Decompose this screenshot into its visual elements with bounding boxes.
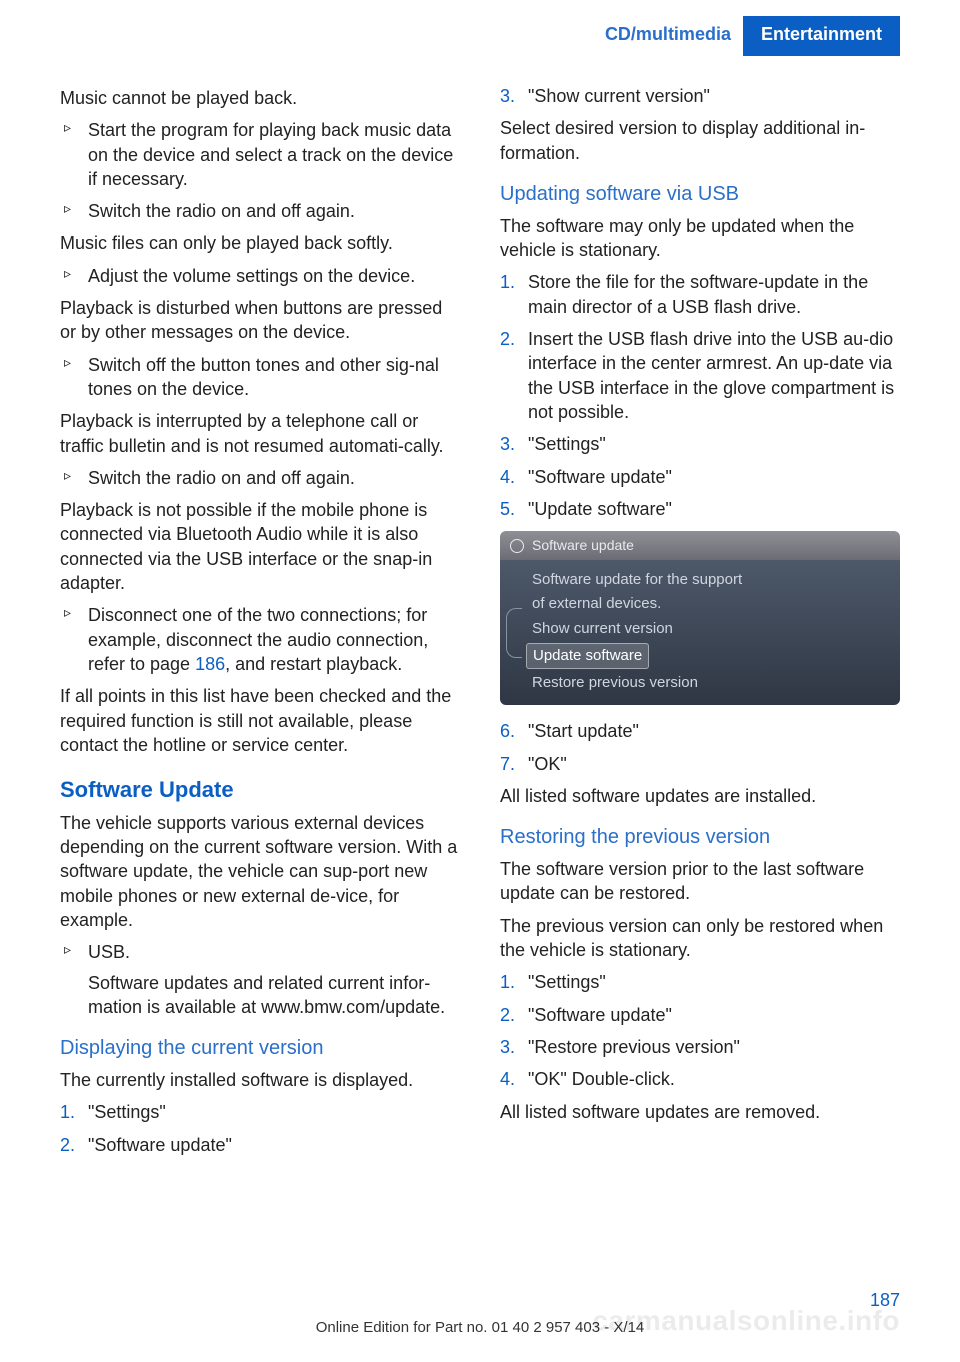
numbered-list: "Settings" "Software update" "Restore pr…	[500, 970, 900, 1091]
body-text: Music cannot be played back.	[60, 86, 460, 110]
list-item: Switch the radio on and off again.	[60, 466, 460, 490]
list-item: Adjust the volume settings on the device…	[60, 264, 460, 288]
scroll-indicator-icon	[506, 608, 522, 658]
body-text: The software may only be updated when th…	[500, 214, 900, 263]
heading-display-version: Displaying the current version	[60, 1035, 460, 1062]
screenshot-option: Show current version	[532, 617, 890, 641]
list-item: "OK" Double-click.	[500, 1067, 900, 1091]
list-item: Start the program for playing back music…	[60, 118, 460, 191]
numbered-list: "Settings" "Software update"	[60, 1100, 460, 1157]
list-item: "Software update"	[500, 1003, 900, 1027]
bullet-list: USB. Software updates and related curren…	[60, 940, 460, 1019]
numbered-list: "Show current version"	[500, 84, 900, 108]
list-item: Switch the radio on and off again.	[60, 199, 460, 223]
screenshot-text: Software update for the support	[532, 568, 890, 592]
body-text: The currently installed software is disp…	[60, 1068, 460, 1092]
bullet-list: Start the program for playing back music…	[60, 118, 460, 223]
list-item: "Restore previous version"	[500, 1035, 900, 1059]
list-item: "Software update"	[60, 1133, 460, 1157]
body-text: Music files can only be played back soft…	[60, 231, 460, 255]
page-number: 187	[870, 1288, 900, 1312]
list-item: USB. Software updates and related curren…	[60, 940, 460, 1019]
body-text: Playback is disturbed when buttons are p…	[60, 296, 460, 345]
list-item: "Settings"	[500, 970, 900, 994]
numbered-list: Store the file for the software-update i…	[500, 270, 900, 521]
screenshot-title: Software update	[532, 536, 634, 555]
page-ref-link[interactable]: 186	[195, 654, 225, 674]
list-item: Switch off the button tones and other si…	[60, 353, 460, 402]
breadcrumb: CD/multimedia	[593, 16, 743, 56]
screenshot-option: Restore previous version	[532, 671, 890, 695]
right-column: "Show current version" Select desired ve…	[500, 80, 900, 1165]
content-columns: Music cannot be played back. Start the p…	[0, 56, 960, 1165]
screenshot-option-selected: Update software	[532, 641, 890, 671]
bullet-list: Disconnect one of the two connections; f…	[60, 603, 460, 676]
list-item: "Settings"	[60, 1100, 460, 1124]
heading-update-usb: Updating software via USB	[500, 181, 900, 208]
numbered-list: "Start update" "OK"	[500, 719, 900, 776]
body-text: Select desired version to display additi…	[500, 116, 900, 165]
body-text: If all points in this list have been che…	[60, 684, 460, 757]
list-item: Insert the USB flash drive into the USB …	[500, 327, 900, 424]
list-item: "Settings"	[500, 432, 900, 456]
screenshot-text: of external devices.	[532, 592, 890, 616]
idrive-screenshot: Software update Software update for the …	[500, 531, 900, 705]
list-item-text: Software updates and related current inf…	[88, 971, 460, 1020]
body-text: All listed software updates are installe…	[500, 784, 900, 808]
body-text: The previous version can only be restore…	[500, 914, 900, 963]
list-item: "Software update"	[500, 465, 900, 489]
list-item-text: , and restart playback.	[225, 654, 402, 674]
bullet-list: Switch off the button tones and other si…	[60, 353, 460, 402]
heading-restore: Restoring the previous version	[500, 824, 900, 851]
list-item: "Show current version"	[500, 84, 900, 108]
bullet-list: Adjust the volume settings on the device…	[60, 264, 460, 288]
body-text: All listed software updates are removed.	[500, 1100, 900, 1124]
list-item: Disconnect one of the two connections; f…	[60, 603, 460, 676]
gear-icon	[510, 539, 524, 553]
body-text: The software version prior to the last s…	[500, 857, 900, 906]
list-item: "Start update"	[500, 719, 900, 743]
list-item: "OK"	[500, 752, 900, 776]
list-item: Store the file for the software-update i…	[500, 270, 900, 319]
body-text: Playback is not possible if the mobile p…	[60, 498, 460, 595]
body-text: The vehicle supports various external de…	[60, 811, 460, 932]
left-column: Music cannot be played back. Start the p…	[60, 80, 460, 1165]
screenshot-header: Software update	[500, 531, 900, 560]
list-item: "Update software"	[500, 497, 900, 521]
bullet-list: Switch the radio on and off again.	[60, 466, 460, 490]
screenshot-body: Software update for the support of exter…	[500, 560, 900, 705]
section-title: Entertainment	[743, 16, 900, 56]
body-text: Playback is interrupted by a telephone c…	[60, 409, 460, 458]
footer-edition: Online Edition for Part no. 01 40 2 957 …	[0, 1318, 960, 1338]
list-item-text: USB.	[88, 942, 130, 962]
page-header: CD/multimedia Entertainment	[0, 0, 960, 56]
heading-software-update: Software Update	[60, 775, 460, 805]
